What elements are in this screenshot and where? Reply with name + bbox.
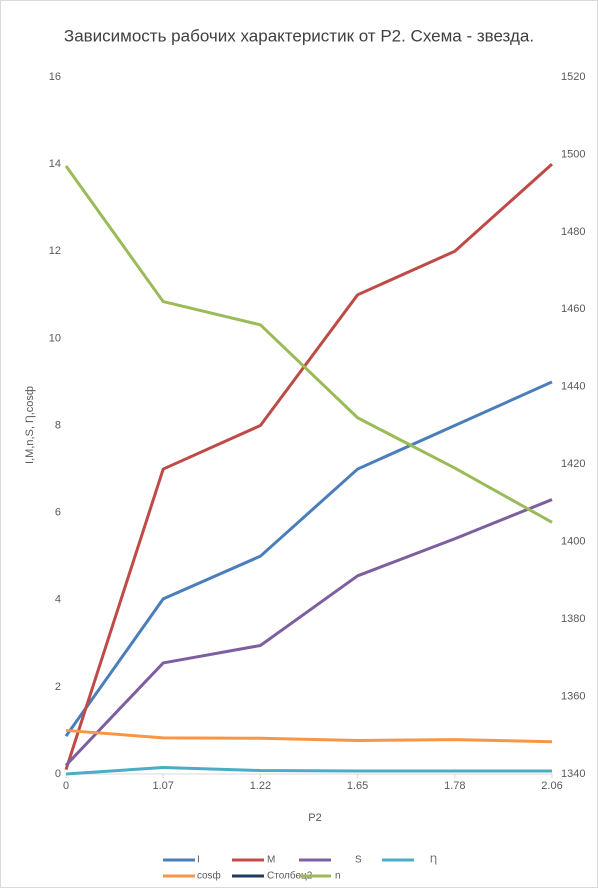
legend-label: Столбец2 — [267, 870, 313, 882]
y2-tick-label: 1460 — [561, 303, 585, 315]
y2-tick-label: 1380 — [561, 613, 585, 625]
legend-label: cosф — [197, 870, 221, 882]
legend-label: M — [267, 855, 275, 866]
y2-tick-label: 1480 — [561, 226, 585, 238]
x-tick-label: 2.06 — [541, 780, 562, 792]
y2-tick-label: 1440 — [561, 381, 585, 393]
x-tick-label: 1.22 — [250, 780, 271, 792]
y-tick-label: 14 — [49, 158, 61, 170]
series-line — [65, 728, 553, 744]
y2-tick-label: 1500 — [561, 148, 585, 160]
y-tick-label: 10 — [49, 332, 61, 344]
y-tick-label: 8 — [55, 419, 61, 431]
legend-label: n — [335, 871, 341, 882]
legend-label: S — [355, 855, 362, 866]
x-tick-label: 1.65 — [347, 780, 368, 792]
y2-tick-label: 1520 — [561, 71, 585, 83]
series-line — [65, 765, 552, 776]
chart-title: Зависимость рабочих характеристик от P2.… — [64, 26, 534, 45]
legend-label: Ƞ — [430, 855, 437, 866]
y2-tick-label: 1420 — [561, 458, 585, 470]
y2-tick-label: 1340 — [561, 768, 585, 780]
x-tick-label: 1.07 — [152, 780, 173, 792]
series-line — [64, 498, 553, 767]
x-tick-label: 0 — [63, 780, 69, 792]
legend-label: I — [197, 855, 200, 866]
series-line — [64, 380, 553, 737]
y2-tick-label: 1400 — [561, 536, 585, 548]
y2-tick-label: 1360 — [561, 690, 585, 702]
y-tick-label: 0 — [55, 768, 61, 780]
series-line — [64, 163, 554, 771]
series-line — [64, 165, 553, 524]
x-axis-label: P2 — [308, 812, 321, 824]
y-axis-label: I,M,n,S, Ƞ,cosф — [24, 386, 36, 464]
y-tick-label: 16 — [49, 71, 61, 83]
y-tick-label: 12 — [49, 245, 61, 257]
y-tick-label: 2 — [55, 681, 61, 693]
x-tick-label: 1.78 — [444, 780, 465, 792]
y-tick-label: 6 — [55, 507, 61, 519]
y-tick-label: 4 — [55, 594, 61, 606]
